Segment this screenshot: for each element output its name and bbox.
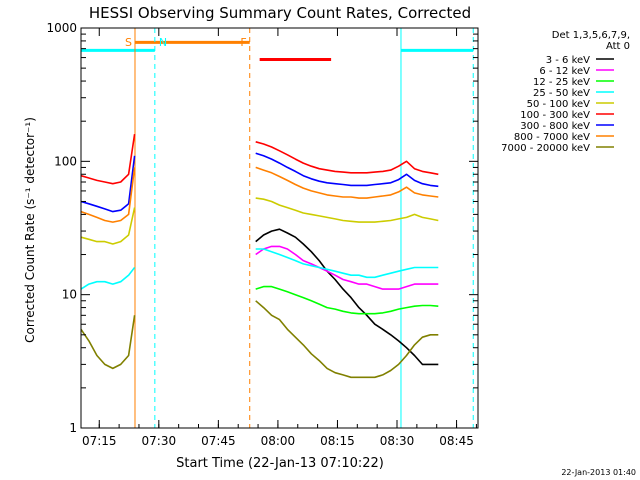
legend-label-6: 300 - 800 keV [520, 121, 590, 132]
legend-label-0: 3 - 6 keV [546, 55, 590, 66]
series-line-3-seg-0 [80, 267, 136, 290]
legend-label-4: 50 - 100 keV [527, 99, 591, 110]
legend-label-3: 25 - 50 keV [533, 88, 590, 99]
series-line-4-seg-0 [80, 207, 136, 245]
y-tick-label-1: 10 [62, 288, 77, 302]
marker-label-n: N [159, 36, 167, 49]
footer-stamp: 22-Jan-2013 01:40 [561, 468, 636, 477]
series-line-6-seg-1 [255, 152, 439, 188]
legend-label-2: 12 - 25 keV [533, 77, 590, 88]
plot-frame [80, 27, 479, 429]
legend-label-7: 800 - 7000 keV [514, 132, 590, 143]
x-tick-label-5: 08:30 [380, 434, 415, 448]
chart-title: HESSI Observing Summary Count Rates, Cor… [89, 4, 471, 22]
legend-header-0: Det 1,3,5,6,7,9, [552, 30, 630, 41]
series-line-8-seg-0 [80, 315, 136, 370]
series-line-5-seg-0 [80, 133, 136, 185]
series-line-6-seg-0 [80, 155, 136, 213]
x-axis-label: Start Time (22-Jan-13 07:10:22) [176, 456, 384, 471]
legend-label-5: 100 - 300 keV [520, 110, 590, 121]
axes: 07:15 07:30 07:45 08:00 08:15 08:30 08:45 1 10 10… [46, 21, 479, 448]
marker-label-f: F [240, 36, 246, 49]
y-tick-label-0: 1 [69, 421, 77, 435]
series-line-2-seg-0 [255, 285, 439, 315]
x-tick-label-4: 08:15 [320, 434, 355, 448]
legend-label-8: 7000 - 20000 keV [501, 143, 590, 154]
series-line-0-seg-0 [255, 228, 439, 366]
x-tick-label-1: 07:30 [142, 434, 177, 448]
legend-header-1: Att 0 [606, 41, 630, 52]
x-tick-label-0: 07:15 [82, 434, 117, 448]
marker-label-s: S [125, 36, 132, 49]
y-tick-label-3: 1000 [46, 21, 77, 35]
series-line-7-seg-1 [255, 166, 439, 199]
x-tick-label-2: 07:45 [201, 434, 236, 448]
series-line-8-seg-1 [255, 300, 439, 379]
y-axis-label: Corrected Count Rate (s⁻¹ detector⁻¹) [23, 117, 37, 343]
y-tick-label-2: 100 [54, 154, 77, 168]
x-tick-label-6: 08:45 [439, 434, 474, 448]
legend-label-1: 6 - 12 keV [539, 66, 590, 77]
series-line-3-seg-1 [255, 248, 439, 279]
series-line-7-seg-0 [80, 167, 136, 223]
series-line-4-seg-1 [255, 197, 439, 223]
series-line-5-seg-1 [255, 141, 439, 176]
x-tick-label-3: 08:00 [261, 434, 296, 448]
series-line-1-seg-0 [255, 245, 439, 290]
